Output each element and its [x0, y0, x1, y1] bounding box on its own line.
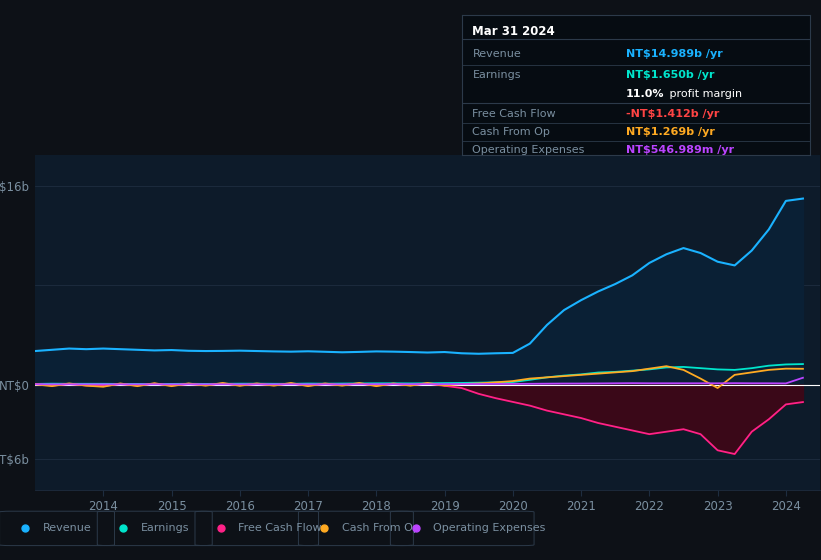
Text: Cash From Op: Cash From Op	[472, 127, 550, 137]
Text: Earnings: Earnings	[140, 523, 189, 533]
Text: 11.0%: 11.0%	[626, 89, 664, 99]
Text: Free Cash Flow: Free Cash Flow	[472, 109, 556, 119]
Text: Free Cash Flow: Free Cash Flow	[238, 523, 322, 533]
Text: Operating Expenses: Operating Expenses	[472, 145, 585, 155]
Text: NT$14.989b /yr: NT$14.989b /yr	[626, 49, 722, 59]
Text: NT$546.989m /yr: NT$546.989m /yr	[626, 145, 734, 155]
Text: NT$1.650b /yr: NT$1.650b /yr	[626, 69, 714, 80]
Text: -NT$1.412b /yr: -NT$1.412b /yr	[626, 109, 719, 119]
Text: profit margin: profit margin	[666, 89, 741, 99]
Text: NT$1.269b /yr: NT$1.269b /yr	[626, 127, 714, 137]
Text: Revenue: Revenue	[43, 523, 91, 533]
Text: Operating Expenses: Operating Expenses	[433, 523, 546, 533]
Text: Earnings: Earnings	[472, 69, 521, 80]
Text: Mar 31 2024: Mar 31 2024	[472, 25, 555, 38]
Text: Cash From Op: Cash From Op	[342, 523, 420, 533]
Text: Revenue: Revenue	[472, 49, 521, 59]
